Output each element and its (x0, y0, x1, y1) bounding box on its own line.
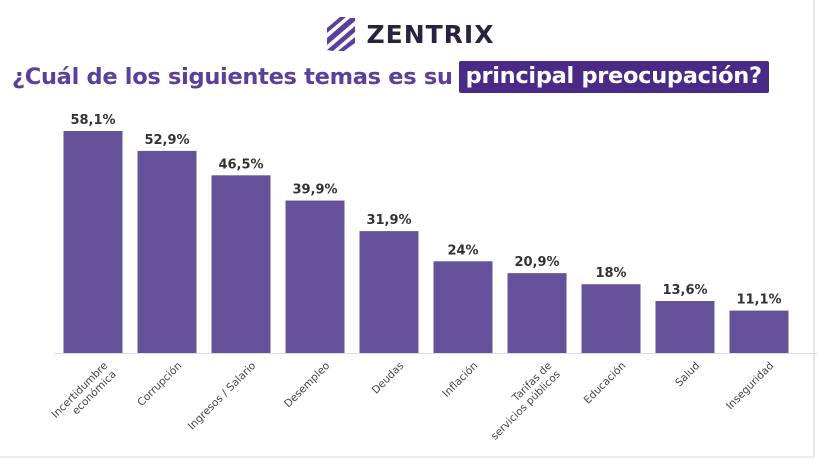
bar (729, 310, 789, 353)
bar (655, 301, 715, 353)
data-label: 52,9% (144, 133, 189, 148)
title-text: ¿Cuál de los siguientes temas es su (12, 64, 453, 90)
data-label: 39,9% (292, 183, 337, 198)
category-label: Educación (582, 360, 629, 407)
data-label: 24% (447, 243, 478, 258)
category-label: Salud (673, 360, 702, 389)
bar (211, 175, 271, 353)
data-label: 31,9% (366, 213, 411, 228)
bar (433, 261, 493, 353)
bar (63, 131, 123, 353)
category-label: Inflación (440, 360, 480, 400)
zentrix-logo-icon (327, 17, 356, 51)
data-label: 11,1% (736, 293, 781, 308)
category-label: Ingresos / Salario (186, 360, 259, 433)
data-label: 46,5% (218, 157, 263, 172)
data-label: 13,6% (662, 283, 707, 298)
category-label: Deudas (370, 360, 407, 397)
category-label: Inseguridad (724, 360, 776, 412)
category-label: Desempleo (282, 360, 332, 410)
bar (581, 284, 641, 353)
title-highlight: principal preocupación? (458, 61, 769, 93)
category-label: Incertidumbreeconómica (49, 360, 118, 429)
bar (507, 273, 567, 353)
category-label: Corrupción (135, 360, 184, 409)
bar (285, 200, 345, 353)
category-label: Tarifas deservicios públicos (480, 360, 563, 443)
data-label: 20,9% (514, 255, 559, 270)
data-label: 18% (595, 266, 626, 281)
bar (359, 231, 419, 353)
data-label: 58,1% (70, 113, 115, 128)
chart-title: ¿Cuál de los siguientes temas es su prin… (12, 58, 769, 96)
brand-header: ZENTRIX (0, 14, 819, 54)
bar (137, 150, 197, 353)
brand-name: ZENTRIX (366, 19, 495, 49)
